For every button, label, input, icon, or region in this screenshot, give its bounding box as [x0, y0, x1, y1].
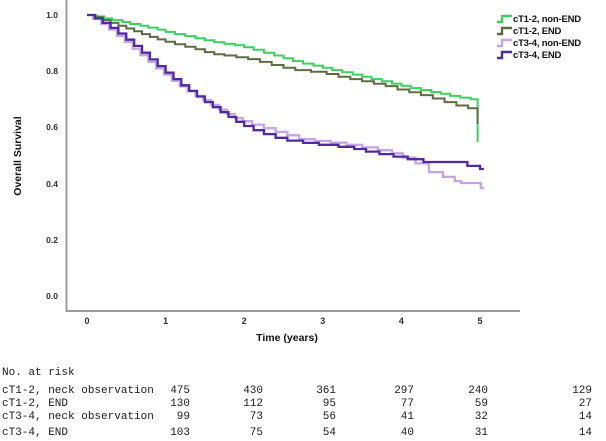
risk-count-cell: 361	[316, 385, 336, 397]
risk-count-cell: 56	[322, 411, 336, 423]
risk-count-cell: 31	[474, 427, 488, 439]
series-line-ct1-2-non-end	[87, 14, 479, 142]
risk-count-cell: 73	[249, 411, 263, 423]
legend-item: cT1-2, END	[496, 25, 581, 37]
x-tick-label: 3	[320, 316, 326, 326]
risk-row-label: cT1-2, END	[2, 398, 69, 410]
risk-count-cell: 27	[578, 398, 592, 410]
risk-count-cell: 240	[468, 385, 488, 397]
legend-label: cT1-2, non-END	[513, 13, 581, 25]
risk-count-cell: 475	[170, 385, 190, 397]
legend-item: cT1-2, non-END	[496, 13, 581, 25]
risk-count-cell: 59	[474, 398, 488, 410]
x-tick-label: 4	[398, 316, 404, 326]
risk-count-cell: 112	[243, 398, 263, 410]
legend-label: cT3-4, END	[513, 49, 562, 61]
risk-row-label: cT1-2, neck observation	[2, 385, 154, 397]
risk-count-cell: 32	[474, 411, 488, 423]
legend-step-marker-icon	[497, 26, 512, 36]
risk-count-cell: 77	[400, 398, 414, 410]
risk-count-cell: 103	[170, 427, 190, 439]
risk-count-cell: 75	[249, 427, 263, 439]
risk-count-cell: 129	[572, 385, 592, 397]
risk-table-header: No. at risk	[2, 367, 75, 379]
risk-count-cell: 95	[322, 398, 336, 410]
legend-item: cT3-4, END	[496, 49, 581, 61]
x-tick-label: 1	[163, 316, 169, 326]
legend-label: cT3-4, non-END	[513, 37, 581, 49]
legend-step-marker-icon	[497, 14, 512, 24]
y-tick-label: 0.0	[46, 291, 58, 301]
x-axis-title: Time (years)	[256, 332, 318, 344]
y-tick-label: 0.8	[46, 66, 58, 77]
y-tick-label: 0.6	[46, 122, 58, 133]
legend-step-marker-icon	[497, 38, 512, 48]
legend-item: cT3-4, non-END	[496, 37, 581, 49]
x-tick-label: 0	[84, 316, 90, 326]
legend-step-marker-icon	[497, 50, 512, 60]
risk-count-cell: 54	[322, 427, 336, 439]
risk-count-cell: 297	[394, 385, 414, 397]
series-line-ct3-4-end	[87, 13, 484, 171]
risk-row-label: cT3-4, neck observation	[2, 411, 154, 423]
x-tick-label: 2	[241, 316, 247, 326]
risk-count-cell: 40	[400, 427, 414, 439]
legend: cT1-2, non-END cT1-2, END cT3-4, non-END cT…	[496, 13, 581, 61]
risk-count-cell: 41	[400, 411, 414, 423]
risk-count-cell: 14	[578, 411, 592, 423]
risk-count-cell: 430	[243, 385, 263, 397]
risk-count-cell: 14	[578, 427, 592, 439]
legend-label: cT1-2, END	[513, 25, 562, 37]
series-line-ct1-2-end	[87, 14, 479, 124]
y-tick-label: 1.0	[46, 10, 58, 20]
x-tick-label: 5	[477, 316, 483, 326]
risk-count-cell: 99	[176, 411, 190, 423]
y-tick-label: 0.4	[46, 178, 58, 189]
y-tick-label: 0.2	[46, 234, 58, 245]
risk-count-cell: 130	[170, 398, 190, 410]
risk-row-label: cT3-4, END	[2, 427, 69, 439]
